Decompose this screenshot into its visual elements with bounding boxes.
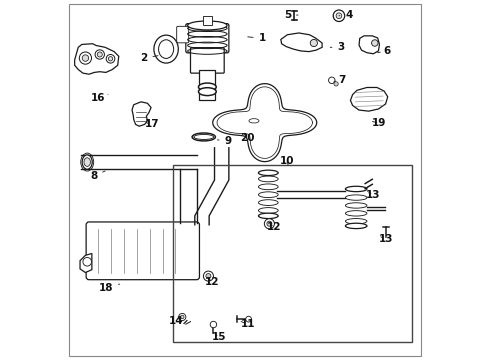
Text: 10: 10 xyxy=(280,156,294,166)
Text: 7: 7 xyxy=(334,75,345,85)
Polygon shape xyxy=(350,87,388,111)
FancyBboxPatch shape xyxy=(191,48,224,73)
Ellipse shape xyxy=(159,40,173,58)
Bar xyxy=(173,165,412,342)
Text: 3: 3 xyxy=(330,42,345,52)
Circle shape xyxy=(210,321,217,328)
Ellipse shape xyxy=(258,213,278,219)
Text: 12: 12 xyxy=(267,222,282,232)
Text: 19: 19 xyxy=(372,118,387,128)
Text: 11: 11 xyxy=(241,319,255,329)
Circle shape xyxy=(83,257,92,266)
Polygon shape xyxy=(213,84,317,162)
Circle shape xyxy=(206,274,211,279)
Polygon shape xyxy=(80,253,92,273)
FancyBboxPatch shape xyxy=(86,222,199,280)
Circle shape xyxy=(333,10,344,22)
Text: 12: 12 xyxy=(205,277,219,287)
Circle shape xyxy=(108,57,113,61)
Circle shape xyxy=(310,40,318,46)
Ellipse shape xyxy=(84,158,91,166)
Text: 5: 5 xyxy=(284,10,298,20)
Text: 18: 18 xyxy=(98,283,120,293)
Circle shape xyxy=(82,55,89,61)
Text: 9: 9 xyxy=(218,136,232,146)
Circle shape xyxy=(106,54,115,63)
FancyBboxPatch shape xyxy=(186,24,229,53)
Bar xyxy=(203,17,212,26)
Polygon shape xyxy=(74,44,119,74)
Text: 14: 14 xyxy=(169,316,183,325)
Circle shape xyxy=(95,50,104,59)
Ellipse shape xyxy=(192,133,216,141)
Text: 8: 8 xyxy=(90,171,105,181)
Circle shape xyxy=(334,82,338,86)
Text: 4: 4 xyxy=(339,10,353,20)
Text: 13: 13 xyxy=(378,234,393,244)
Polygon shape xyxy=(281,33,322,51)
Ellipse shape xyxy=(198,88,216,96)
Circle shape xyxy=(336,13,342,19)
Ellipse shape xyxy=(82,155,92,169)
Ellipse shape xyxy=(188,21,227,30)
Ellipse shape xyxy=(258,170,278,176)
Text: 6: 6 xyxy=(378,46,390,56)
Text: 16: 16 xyxy=(91,93,108,103)
Text: 2: 2 xyxy=(140,53,158,63)
Circle shape xyxy=(203,271,214,281)
Circle shape xyxy=(97,52,102,57)
Circle shape xyxy=(371,40,378,46)
Ellipse shape xyxy=(249,119,259,123)
Polygon shape xyxy=(132,102,151,126)
Circle shape xyxy=(180,315,184,319)
Ellipse shape xyxy=(345,223,367,229)
Text: 13: 13 xyxy=(366,190,381,200)
Polygon shape xyxy=(359,36,379,54)
Ellipse shape xyxy=(198,83,216,91)
Ellipse shape xyxy=(154,35,178,63)
Circle shape xyxy=(329,77,335,84)
Text: 15: 15 xyxy=(212,332,226,342)
Ellipse shape xyxy=(345,186,367,192)
Bar xyxy=(199,70,215,100)
FancyBboxPatch shape xyxy=(177,26,189,43)
Circle shape xyxy=(245,316,251,322)
Circle shape xyxy=(267,221,272,226)
Text: 1: 1 xyxy=(248,33,266,43)
Text: 17: 17 xyxy=(145,120,159,129)
Circle shape xyxy=(179,314,186,320)
Circle shape xyxy=(265,219,274,229)
Circle shape xyxy=(79,52,92,64)
Text: 20: 20 xyxy=(241,133,255,143)
